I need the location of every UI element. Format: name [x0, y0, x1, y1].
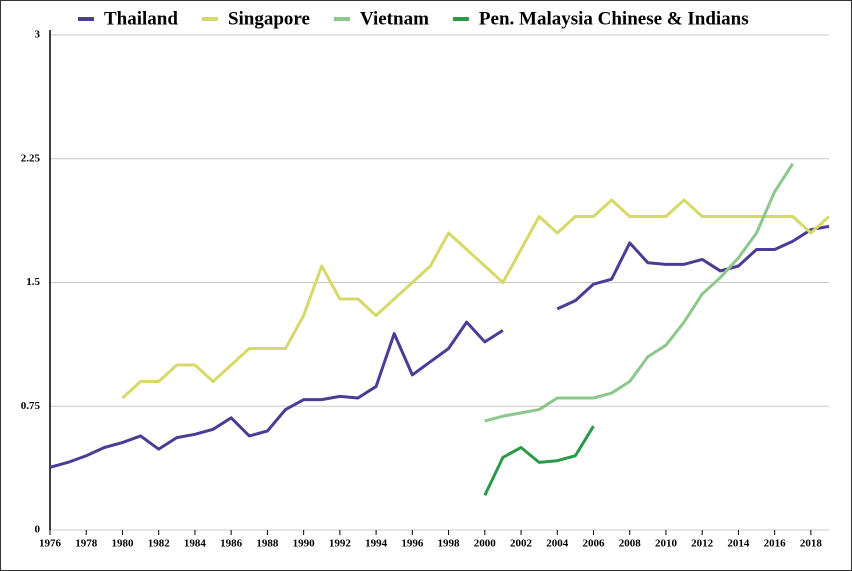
x-tick-label: 1984	[184, 538, 207, 550]
x-tick-label: 1980	[111, 538, 134, 550]
x-tick-label: 1986	[220, 538, 243, 550]
series-line	[483, 425, 595, 496]
x-tick-label: 2010	[655, 538, 678, 550]
x-tick-label: 2012	[691, 538, 714, 550]
x-tick-label: 2006	[582, 538, 605, 550]
x-tick-label: 1990	[293, 538, 316, 550]
legend-label: Pen. Malaysia Chinese & Indians	[479, 8, 749, 29]
x-tick-label: 2004	[546, 538, 569, 550]
x-tick-label: 2000	[474, 538, 497, 550]
x-tick-label: 1994	[365, 538, 388, 550]
x-tick-label: 2002	[510, 538, 533, 550]
series-line	[121, 198, 831, 400]
y-tick-label: 1.5	[26, 276, 40, 288]
x-tick-label: 2016	[764, 538, 787, 550]
x-tick-label: 2008	[619, 538, 642, 550]
x-tick-label: 1996	[401, 538, 424, 550]
y-tick-label: 0	[35, 524, 41, 536]
legend-label: Vietnam	[360, 8, 429, 29]
x-tick-label: 1992	[329, 538, 352, 550]
y-tick-label: 3	[35, 29, 41, 41]
series-line	[484, 162, 795, 423]
legend-label: Thailand	[104, 8, 178, 29]
x-tick-label: 1982	[148, 538, 171, 550]
x-tick-label: 1976	[39, 538, 62, 550]
x-tick-label: 1988	[256, 538, 279, 550]
series-line	[49, 224, 830, 469]
x-tick-label: 1998	[438, 538, 461, 550]
x-tick-label: 1978	[75, 538, 98, 550]
x-tick-label: 2014	[727, 538, 750, 550]
y-tick-label: 0.75	[21, 400, 41, 412]
legend-label: Singapore	[228, 8, 310, 29]
x-tick-label: 2018	[800, 538, 823, 550]
y-tick-label: 2.25	[21, 152, 41, 164]
